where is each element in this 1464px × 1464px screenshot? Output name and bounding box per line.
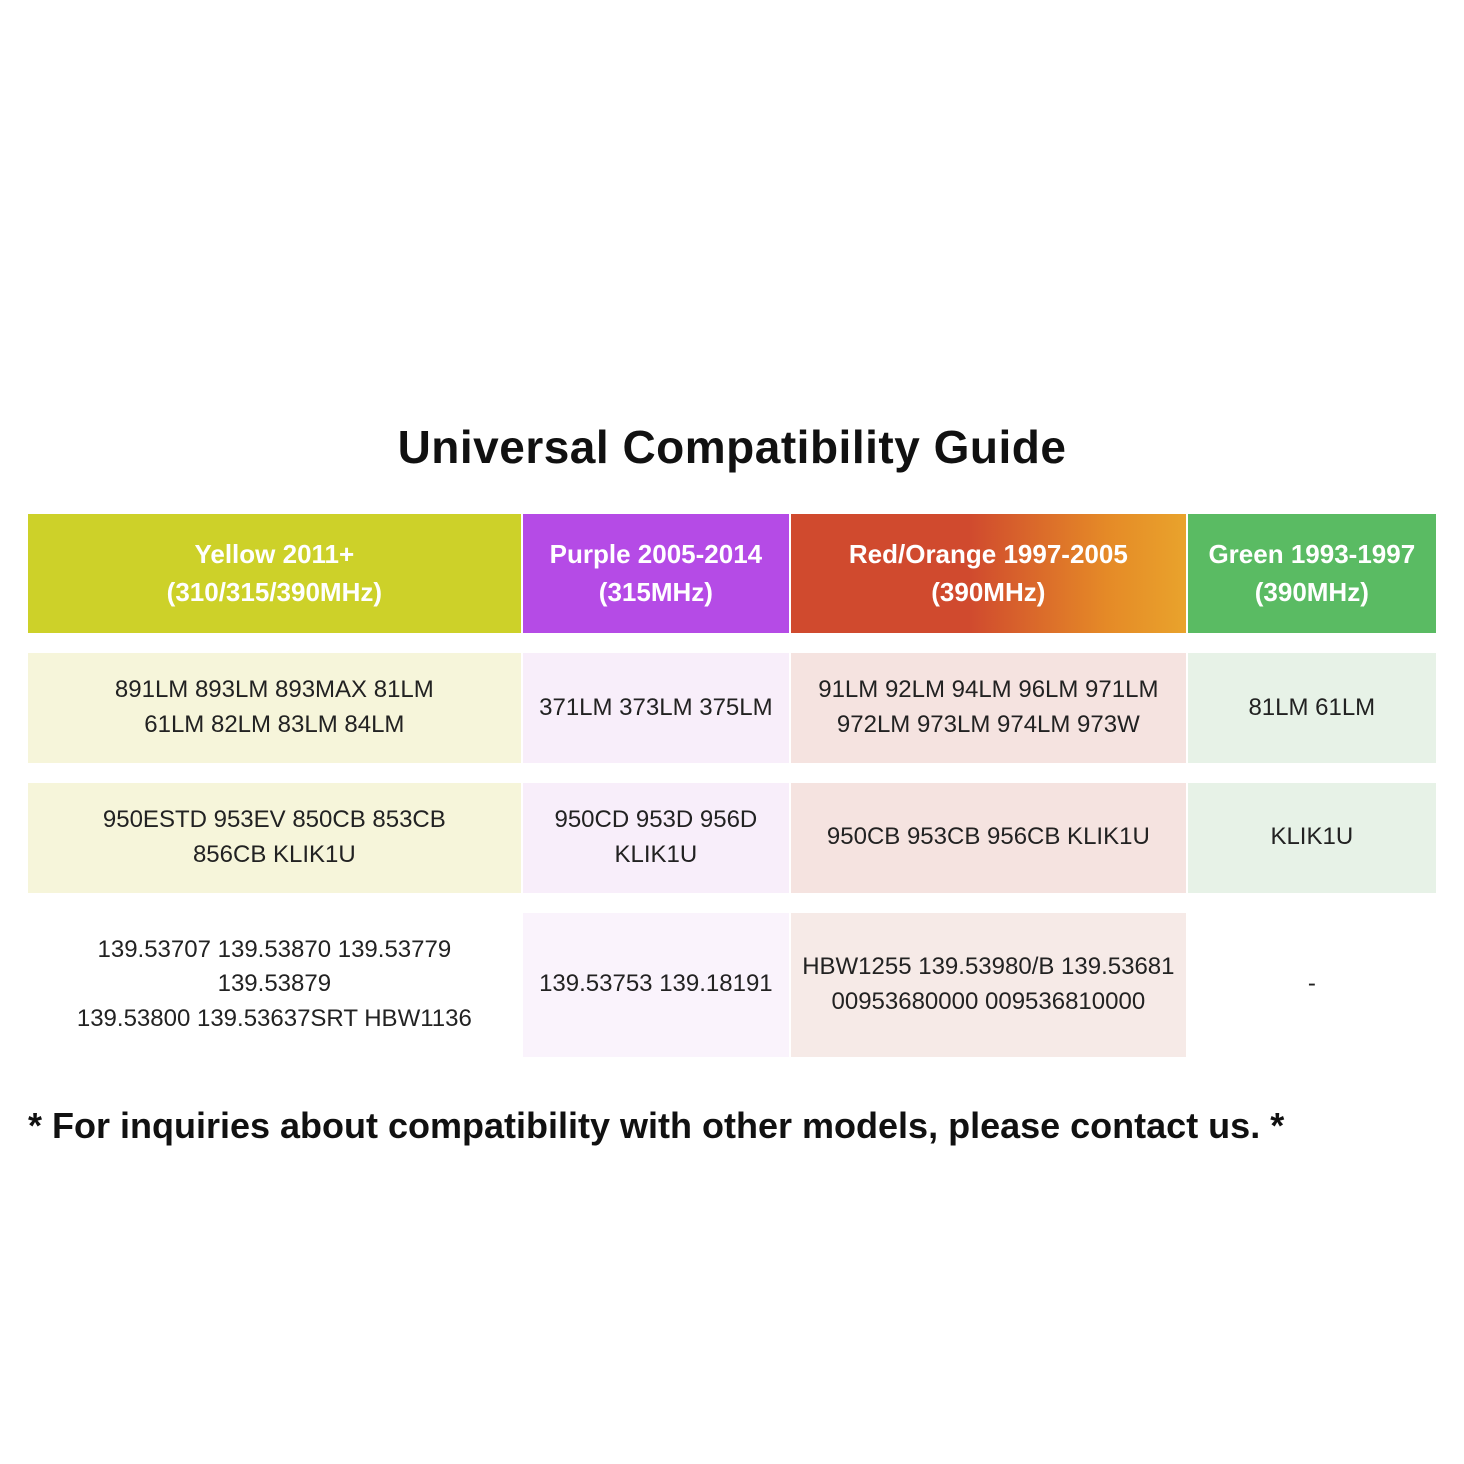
col-header-line2: (390MHz) xyxy=(1200,574,1424,612)
cell: KLIK1U xyxy=(1186,783,1436,893)
footer-note: * For inquiries about compatibility with… xyxy=(28,1105,1436,1147)
col-header-line2: (310/315/390MHz) xyxy=(40,574,509,612)
cell: 950CD 953D 956DKLIK1U xyxy=(521,783,789,893)
cell: 950CB 953CB 956CB KLIK1U xyxy=(789,783,1186,893)
cell: 371LM 373LM 375LM xyxy=(521,653,789,763)
cell: 81LM 61LM xyxy=(1186,653,1436,763)
table-row: 139.53707 139.53870 139.53779 139.538791… xyxy=(28,913,1436,1057)
cell: - xyxy=(1186,913,1436,1057)
page-title: Universal Compatibility Guide xyxy=(0,420,1464,474)
table-row: 891LM 893LM 893MAX 81LM61LM 82LM 83LM 84… xyxy=(28,653,1436,763)
cell: 139.53753 139.18191 xyxy=(521,913,789,1057)
cell: 139.53707 139.53870 139.53779 139.538791… xyxy=(28,913,521,1057)
col-header-yellow: Yellow 2011+ (310/315/390MHz) xyxy=(28,514,521,633)
compat-table: Yellow 2011+ (310/315/390MHz) Purple 200… xyxy=(28,514,1436,1057)
col-header-line2: (315MHz) xyxy=(535,574,777,612)
col-header-line2: (390MHz) xyxy=(803,574,1174,612)
cell: 950ESTD 953EV 850CB 853CB856CB KLIK1U xyxy=(28,783,521,893)
col-header-line1: Purple 2005-2014 xyxy=(535,536,777,574)
col-header-line1: Yellow 2011+ xyxy=(40,536,509,574)
col-header-line1: Green 1993-1997 xyxy=(1200,536,1424,574)
col-header-green: Green 1993-1997 (390MHz) xyxy=(1186,514,1436,633)
col-header-line1: Red/Orange 1997-2005 xyxy=(803,536,1174,574)
cell: HBW1255 139.53980/B 139.5368100953680000… xyxy=(789,913,1186,1057)
col-header-purple: Purple 2005-2014 (315MHz) xyxy=(521,514,789,633)
col-header-redorange: Red/Orange 1997-2005 (390MHz) xyxy=(789,514,1186,633)
cell: 891LM 893LM 893MAX 81LM61LM 82LM 83LM 84… xyxy=(28,653,521,763)
table-header-row: Yellow 2011+ (310/315/390MHz) Purple 200… xyxy=(28,514,1436,633)
table-row: 950ESTD 953EV 850CB 853CB856CB KLIK1U 95… xyxy=(28,783,1436,893)
compat-table-wrap: Yellow 2011+ (310/315/390MHz) Purple 200… xyxy=(28,514,1436,1057)
cell: 91LM 92LM 94LM 96LM 971LM972LM 973LM 974… xyxy=(789,653,1186,763)
